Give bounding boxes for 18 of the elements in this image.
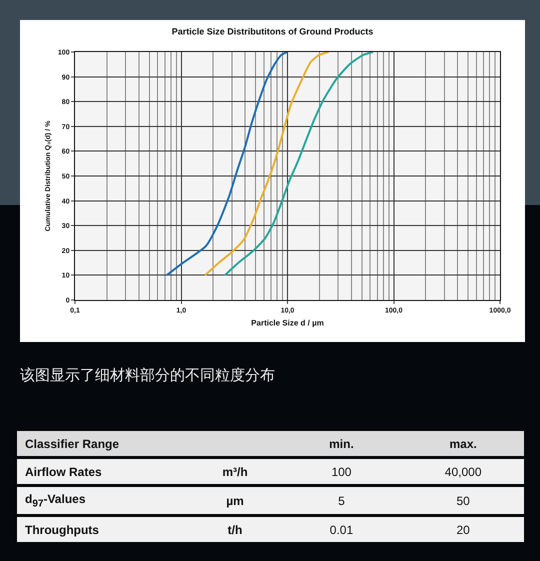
text: 20	[402, 517, 524, 542]
text: 50	[402, 487, 524, 514]
x-axis-title: Particle Size d / µm	[251, 318, 324, 328]
text: Throughputs	[17, 517, 190, 542]
text: min.	[280, 431, 402, 456]
text: 100	[280, 459, 402, 484]
text: µm	[189, 487, 281, 514]
text: m³/h	[189, 459, 281, 484]
text: t/h	[189, 517, 281, 542]
text: 5	[280, 487, 402, 514]
chart-title: Particle Size Distributitons of Ground Products	[172, 26, 374, 36]
text: Classifier Range	[17, 431, 281, 456]
text: 0.01	[280, 517, 402, 542]
text: Airflow Rates	[17, 459, 190, 484]
text: max.	[402, 431, 524, 456]
text: 该图显示了细材料部分的不同粒度分布	[20, 366, 275, 385]
text: d$_{97}$-Values	[17, 487, 190, 514]
text: 40,000	[402, 459, 524, 484]
